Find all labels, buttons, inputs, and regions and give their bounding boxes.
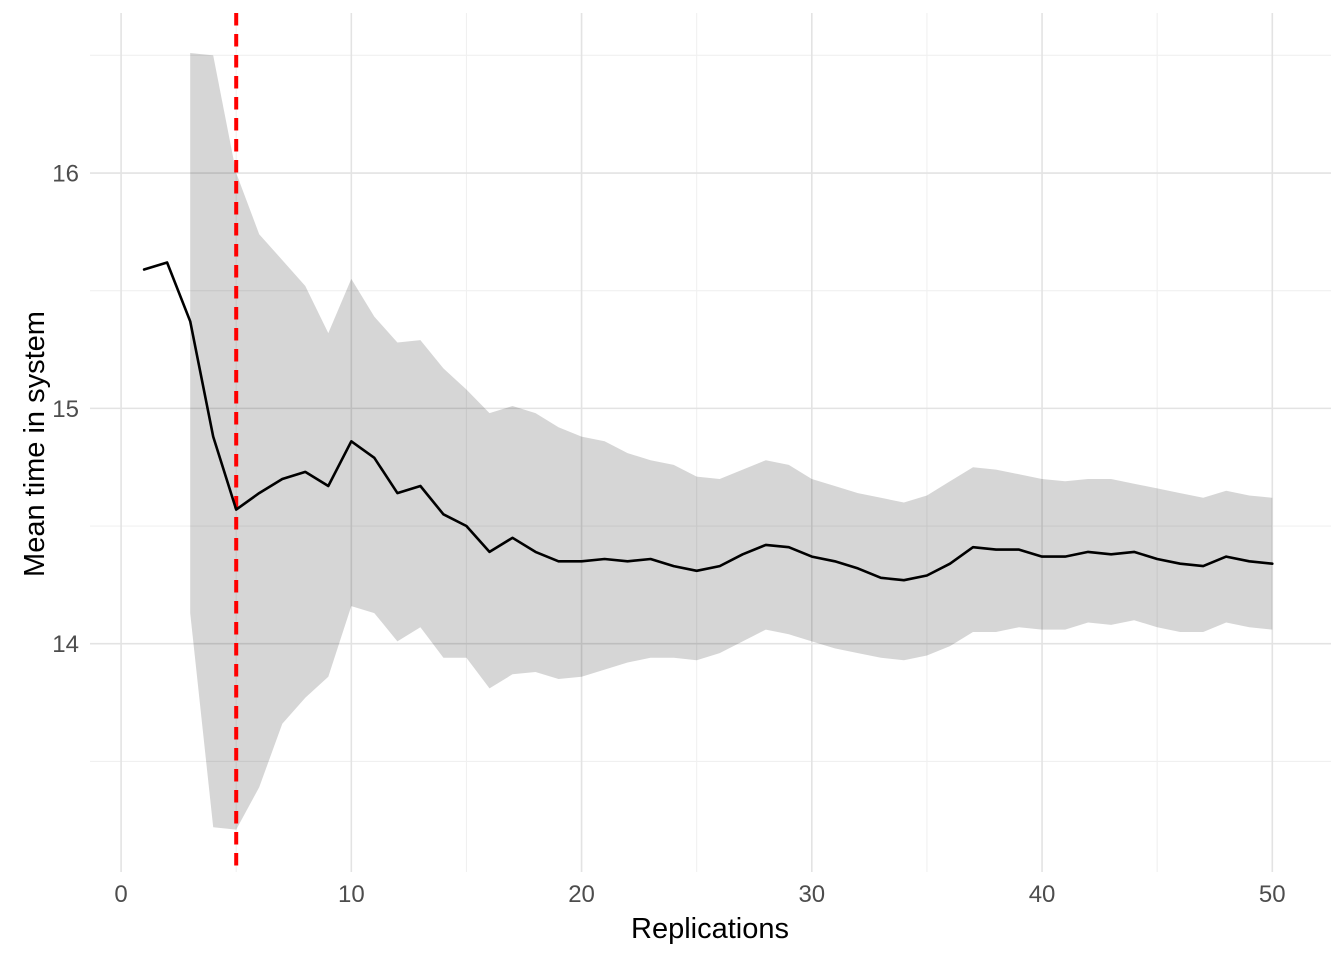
x-tick-label: 30: [798, 881, 825, 908]
x-tick-label: 0: [114, 881, 127, 908]
x-tick-label: 10: [338, 881, 365, 908]
mean-line: [142, 261, 1274, 582]
y-tick-label: 16: [52, 161, 79, 188]
confidence-ribbon: [190, 53, 1273, 830]
x-tick-label: 20: [568, 881, 595, 908]
x-tick-label: 40: [1029, 881, 1056, 908]
y-tick-label: 14: [52, 631, 79, 658]
x-axis-title: Replications: [631, 913, 789, 945]
confidence-ribbon-layer: [190, 53, 1273, 830]
grid-minor-lines: [90, 13, 1331, 872]
y-axis-tick-labels: 14 15 16: [52, 161, 79, 659]
y-tick-label: 15: [52, 396, 79, 423]
mean-line-layer: [142, 261, 1274, 582]
y-axis-title: Mean time in system: [19, 311, 51, 577]
x-axis-tick-labels: 0 10 20 30 40 50: [114, 881, 1285, 908]
x-tick-label: 50: [1259, 881, 1286, 908]
grid-major-lines: [90, 13, 1331, 872]
